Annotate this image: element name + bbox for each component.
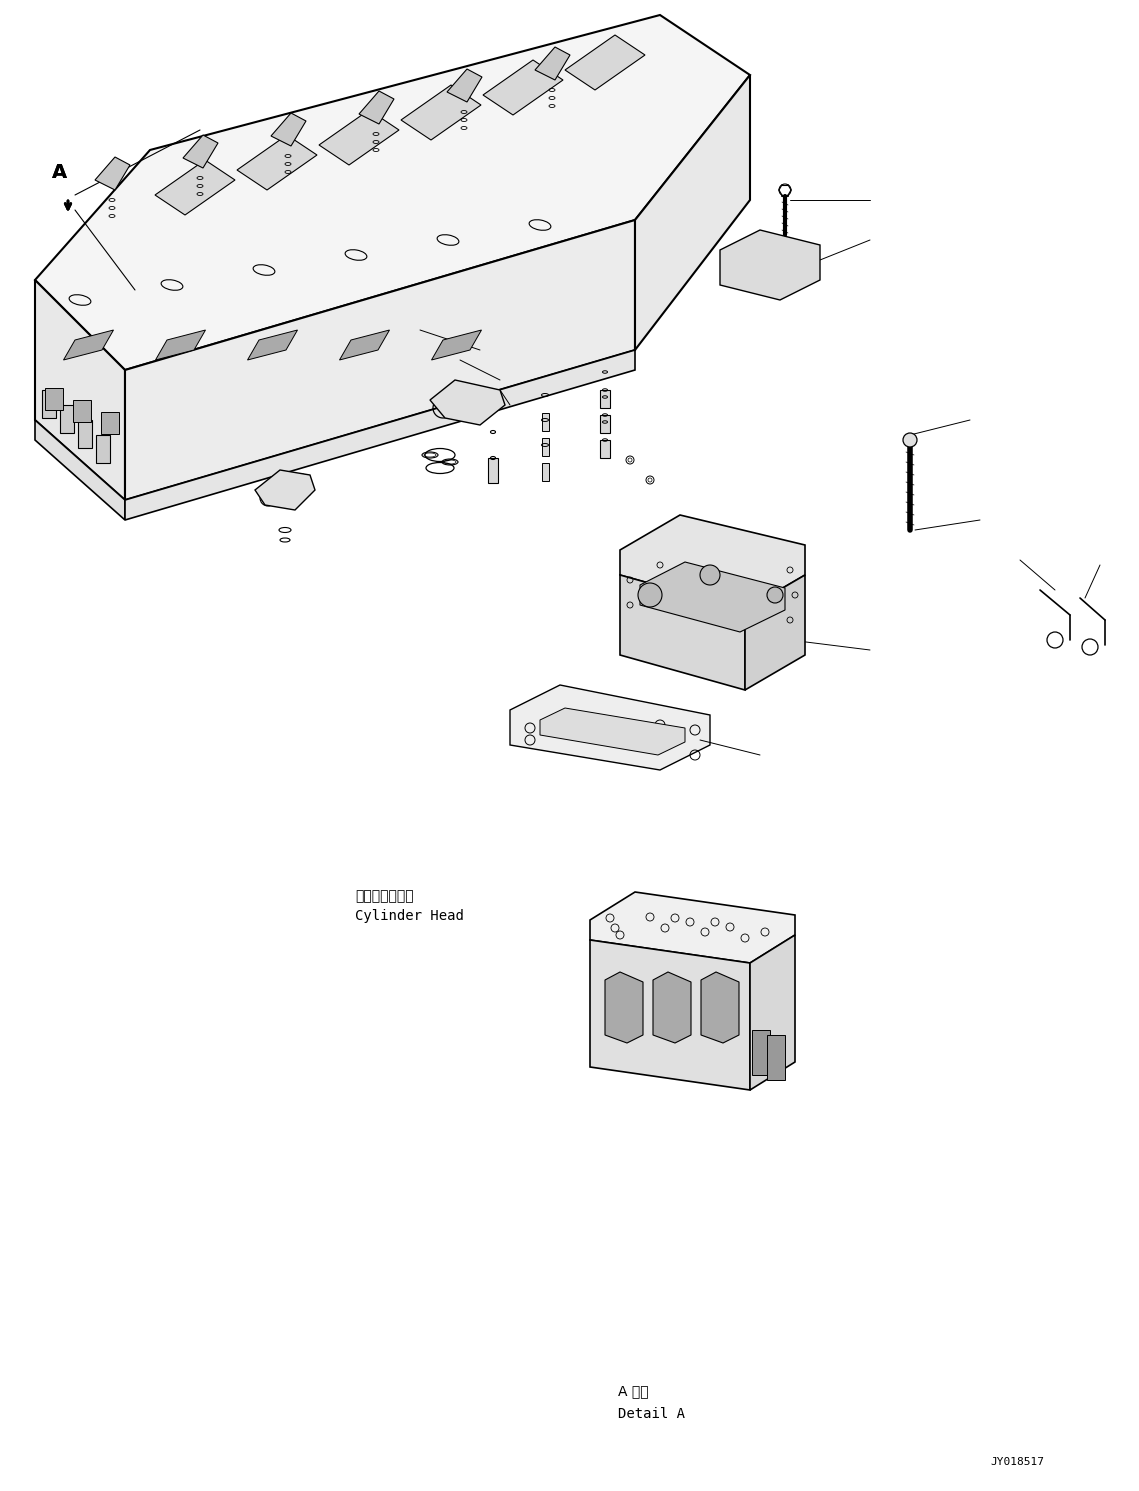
Polygon shape: [35, 420, 125, 520]
Bar: [101, 412, 118, 434]
Circle shape: [903, 432, 917, 447]
Polygon shape: [620, 576, 745, 690]
Polygon shape: [432, 330, 482, 359]
Polygon shape: [540, 708, 685, 754]
Polygon shape: [319, 110, 399, 166]
Polygon shape: [446, 69, 482, 101]
Bar: [767, 1035, 785, 1079]
Bar: [487, 458, 498, 483]
Text: JY018517: JY018517: [990, 1457, 1044, 1467]
Polygon shape: [605, 972, 644, 1044]
Bar: [752, 1030, 770, 1075]
Polygon shape: [255, 470, 316, 510]
Text: A 詳細: A 詳細: [618, 1384, 648, 1399]
Polygon shape: [156, 330, 205, 359]
Polygon shape: [590, 939, 749, 1090]
Polygon shape: [720, 230, 820, 300]
Text: Detail A: Detail A: [618, 1408, 685, 1421]
Bar: [42, 391, 56, 417]
Polygon shape: [247, 330, 297, 359]
Polygon shape: [510, 684, 710, 769]
Polygon shape: [155, 160, 235, 215]
Polygon shape: [401, 85, 481, 140]
Polygon shape: [636, 75, 749, 350]
Polygon shape: [749, 935, 795, 1090]
Bar: [46, 388, 63, 410]
Text: A: A: [52, 163, 67, 182]
Polygon shape: [183, 136, 218, 168]
Polygon shape: [95, 157, 130, 189]
Bar: [73, 400, 91, 422]
Bar: [96, 435, 110, 464]
Text: A: A: [52, 163, 67, 182]
Polygon shape: [359, 91, 394, 124]
Polygon shape: [35, 280, 125, 499]
Bar: [600, 414, 611, 432]
Polygon shape: [700, 972, 739, 1044]
Bar: [541, 413, 549, 431]
Polygon shape: [620, 514, 805, 610]
Text: Cylinder Head: Cylinder Head: [355, 910, 464, 923]
Polygon shape: [125, 350, 636, 520]
Polygon shape: [745, 576, 805, 690]
Circle shape: [767, 587, 782, 602]
Polygon shape: [339, 330, 390, 359]
Polygon shape: [237, 136, 317, 189]
Polygon shape: [590, 892, 795, 963]
Polygon shape: [271, 113, 306, 146]
Polygon shape: [653, 972, 691, 1044]
Bar: [60, 406, 74, 432]
Bar: [77, 420, 92, 447]
Circle shape: [638, 583, 662, 607]
Polygon shape: [483, 60, 563, 115]
Polygon shape: [64, 330, 114, 359]
Bar: [541, 438, 549, 456]
Text: シリンダヘッド: シリンダヘッド: [355, 889, 413, 904]
Polygon shape: [535, 48, 570, 81]
Polygon shape: [35, 15, 749, 370]
Circle shape: [700, 565, 720, 584]
Polygon shape: [431, 380, 505, 425]
Bar: [600, 440, 611, 458]
Polygon shape: [565, 34, 645, 89]
Bar: [600, 391, 611, 409]
Polygon shape: [125, 221, 636, 499]
Bar: [541, 464, 549, 482]
Polygon shape: [640, 562, 785, 632]
